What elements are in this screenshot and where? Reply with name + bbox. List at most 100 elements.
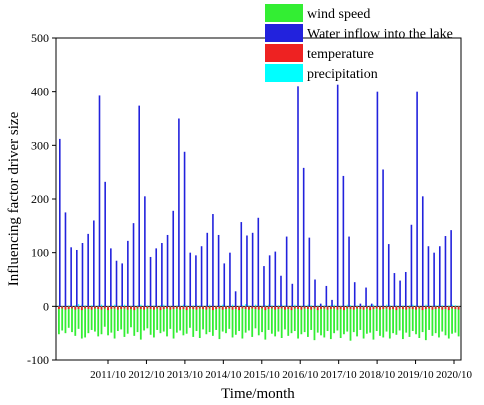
bar-water-inflow [76, 249, 78, 307]
bar-temperature [438, 306, 440, 309]
bar-wind-speed [80, 306, 83, 339]
bar-temperature [287, 306, 290, 310]
bar-wind-speed [215, 306, 218, 330]
bar-precipitation [431, 305, 434, 307]
bar-temperature [130, 306, 132, 310]
bar-temperature [202, 306, 204, 310]
bar-precipitation [448, 305, 450, 307]
bar-water-inflow [382, 169, 384, 307]
bar-precipitation [84, 305, 86, 307]
y-axis: -100 0 100 200 300 400 500 [27, 31, 56, 367]
bar-wind-speed [362, 306, 365, 339]
bar-temperature [408, 306, 411, 309]
bar-precipitation [353, 305, 355, 307]
bar-wind-speed [402, 306, 404, 340]
bars [58, 84, 460, 341]
bar-wind-speed [205, 306, 208, 335]
bar-wind-speed [248, 306, 250, 331]
bar-wind-speed [447, 306, 450, 339]
bar-temperature [280, 306, 283, 309]
bar-wind-speed [107, 306, 109, 336]
bar-wind-speed [320, 306, 322, 336]
legend: wind speed Water inflow into the lake te… [265, 4, 453, 82]
bar-water-inflow [212, 214, 214, 307]
bar-wind-speed [444, 306, 447, 336]
bar-temperature [369, 306, 372, 311]
bar-wind-speed [120, 306, 123, 330]
bar-water-inflow [393, 273, 396, 307]
bar-wind-speed [143, 306, 145, 331]
bar-water-inflow [348, 236, 350, 307]
bar-wind-speed [110, 306, 113, 333]
bar-water-inflow [172, 210, 175, 307]
bar-temperature [303, 306, 306, 309]
bar-precipitation [333, 304, 335, 307]
bar-precipitation [192, 305, 194, 307]
bar-precipitation [408, 305, 411, 307]
bar-wind-speed [284, 306, 286, 330]
bar-precipitation [294, 304, 296, 307]
bar-precipitation [133, 305, 135, 307]
bar-temperature [84, 306, 87, 309]
bar-wind-speed [457, 306, 460, 337]
bar-water-inflow [161, 243, 163, 307]
bar-wind-speed [316, 306, 319, 333]
x-tick-label: 2011/10 [90, 369, 126, 381]
bar-temperature [172, 306, 175, 310]
bar-precipitation [415, 305, 417, 307]
bar-wind-speed [74, 306, 77, 336]
bar-wind-speed [87, 306, 90, 334]
bar-water-inflow [98, 95, 101, 307]
x-tick-label: 2018/10 [359, 369, 396, 381]
y-tick-label: -100 [27, 353, 49, 367]
bar-temperature [211, 306, 214, 311]
bar-water-inflow [280, 275, 282, 307]
bar-precipitation [458, 305, 460, 307]
bar-wind-speed [303, 306, 306, 333]
bar-water-inflow [166, 234, 169, 307]
bar-temperature [428, 306, 431, 309]
bar-wind-speed [392, 306, 394, 334]
bar-precipitation [232, 304, 234, 307]
bar-temperature [451, 306, 453, 309]
bar-precipitation [163, 304, 165, 307]
bar-precipitation [186, 305, 188, 307]
bar-wind-speed [421, 306, 424, 333]
bar-water-inflow [376, 91, 379, 307]
bar-wind-speed [149, 306, 152, 335]
bar-wind-speed [293, 306, 296, 332]
bar-wind-speed [349, 306, 352, 341]
bar-wind-speed [307, 306, 309, 337]
bar-wind-speed [169, 306, 172, 329]
bar-wind-speed [185, 306, 188, 334]
bar-water-inflow [444, 236, 447, 307]
bar-temperature [143, 306, 145, 310]
bar-temperature [74, 306, 77, 310]
bar-temperature [307, 306, 309, 310]
bar-temperature [339, 306, 342, 310]
bar-water-inflow [183, 151, 186, 307]
bar-wind-speed [195, 306, 198, 332]
bar-wind-speed [339, 306, 342, 338]
bar-precipitation [205, 305, 208, 307]
bar-precipitation [225, 305, 227, 307]
bar-temperature [179, 306, 182, 310]
bar-precipitation [248, 305, 250, 307]
legend-label-water-inflow: Water inflow into the lake [307, 27, 453, 42]
y-tick-label: 0 [43, 299, 49, 313]
bar-temperature [58, 306, 60, 310]
bar-temperature [103, 306, 106, 309]
bar-wind-speed [100, 306, 103, 335]
bar-precipitation [153, 305, 155, 307]
bar-precipitation [372, 304, 375, 307]
bar-wind-speed [418, 306, 421, 338]
bar-precipitation [120, 305, 122, 307]
bar-wind-speed [90, 306, 93, 330]
bar-wind-speed [323, 306, 326, 338]
bar-wind-speed [313, 306, 316, 341]
bar-wind-speed [438, 306, 440, 338]
bar-wind-speed [146, 306, 149, 329]
bar-precipitation [310, 305, 312, 307]
bar-wind-speed [359, 306, 362, 330]
